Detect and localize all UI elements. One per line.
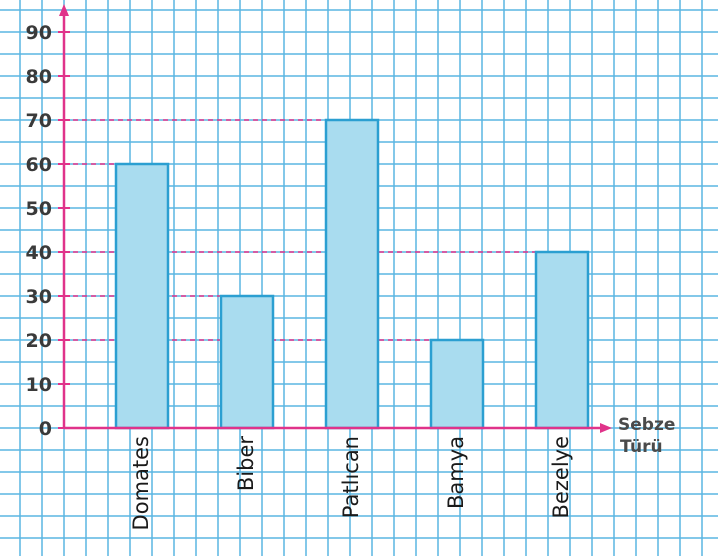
y-tick-label-70: 70 (26, 110, 52, 132)
y-tick-labels: 0 10 20 30 40 50 60 70 80 90 (26, 22, 70, 440)
y-tick-label-30: 30 (26, 286, 52, 308)
bars (114, 118, 590, 430)
category-label-biber: Biber (234, 436, 258, 491)
y-tick-label-10: 10 (26, 374, 52, 396)
y-tick-label-0: 0 (39, 418, 52, 440)
y-tick-label-80: 80 (26, 66, 52, 88)
y-axis-arrow-icon (59, 4, 69, 16)
y-tick-label-90: 90 (26, 22, 52, 44)
category-label-domates: Domates (129, 436, 153, 530)
category-label-bamya: Bamya (444, 436, 468, 509)
bar-domates (114, 162, 170, 430)
category-label-patlıcan: Patlıcan (339, 436, 363, 518)
x-axis-arrow-icon (600, 423, 612, 433)
x-axis-label-line2: Türü (620, 437, 663, 457)
x-axis-label-line1: Sebze (618, 415, 675, 435)
bar-bamya (429, 338, 485, 430)
category-labels: Domates Biber Patlıcan Bamya Bezelye (129, 436, 573, 531)
y-tick-label-50: 50 (26, 198, 52, 220)
axes (59, 4, 612, 433)
bar-bezelye (534, 250, 590, 430)
bar-biber (219, 294, 275, 430)
y-tick-label-40: 40 (26, 242, 52, 264)
bar-patlıcan (324, 118, 380, 430)
y-tick-label-60: 60 (26, 154, 52, 176)
category-label-bezelye: Bezelye (549, 436, 573, 518)
y-tick-label-20: 20 (26, 330, 52, 352)
